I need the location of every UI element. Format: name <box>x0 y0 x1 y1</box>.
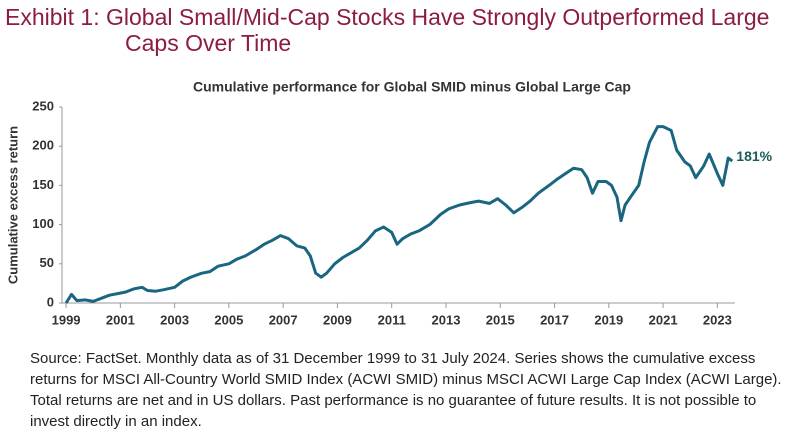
y-axis-label: Cumulative excess return <box>5 126 20 284</box>
source-note: Source: FactSet. Monthly data as of 31 D… <box>30 350 782 430</box>
y-tick-label: 50 <box>40 255 54 270</box>
x-tick-label: 2017 <box>540 312 569 327</box>
x-tick-label: 2021 <box>649 312 678 327</box>
chart-subtitle: Cumulative performance for Global SMID m… <box>193 79 631 95</box>
data-label: 181% <box>736 148 772 164</box>
x-tick-label: 1999 <box>52 312 81 327</box>
y-tick-label: 250 <box>32 98 54 113</box>
x-tick-label: 2011 <box>378 312 406 327</box>
x-tick-label: 2003 <box>160 312 189 327</box>
series-line <box>64 125 734 304</box>
x-tick-label: 2013 <box>432 312 461 327</box>
x-tick-label: 2015 <box>486 312 515 327</box>
x-tick-label: 2019 <box>594 312 623 327</box>
x-tick-label: 2023 <box>703 312 732 327</box>
x-tick-label: 2005 <box>214 312 243 327</box>
chart-title: Exhibit 1: Global Small/Mid-Cap Stocks H… <box>5 4 770 56</box>
x-tick-label: 2001 <box>106 312 135 327</box>
y-tick-label: 200 <box>32 138 54 153</box>
y-tick-label: 100 <box>32 216 54 231</box>
x-tick-label: 2009 <box>323 312 352 327</box>
x-tick-label: 2007 <box>269 312 298 327</box>
y-tick-label: 150 <box>32 177 54 192</box>
y-tick-label: 0 <box>47 294 54 309</box>
